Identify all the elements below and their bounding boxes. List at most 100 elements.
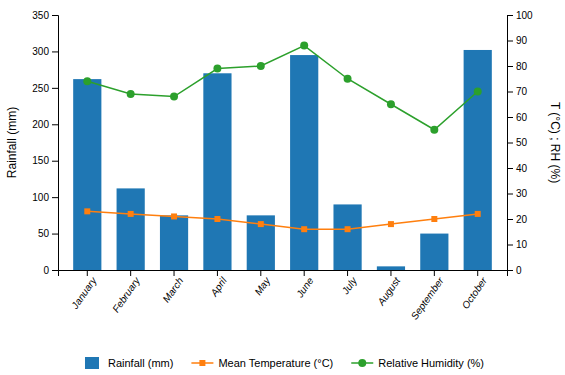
marker: [84, 208, 90, 214]
legend-label: Mean Temperature (°C): [218, 357, 333, 369]
tick-label: 150: [32, 155, 49, 166]
tick-label: 70: [516, 86, 528, 97]
tick: June: [294, 270, 316, 300]
bar: [160, 215, 188, 270]
tick: April: [208, 270, 230, 299]
tick-mark: [390, 270, 391, 276]
legend-item: Relative Humidity (%): [351, 357, 484, 369]
marker: [431, 216, 437, 222]
tick: 0: [507, 265, 522, 276]
axis-line: [52, 16, 59, 271]
tick-mark: [507, 245, 513, 246]
tick-mark: [507, 66, 513, 67]
tick-label: September: [409, 275, 446, 322]
marker: [300, 42, 308, 50]
marker: [388, 221, 394, 227]
y2-axis: 0 10 20 30 40 50 60 70 80 90 100: [507, 10, 533, 276]
tick-label: 200: [32, 119, 49, 130]
tick-mark: [52, 270, 58, 271]
tick: 200: [32, 119, 58, 130]
tick-label: 20: [516, 214, 528, 225]
tick: September: [409, 270, 446, 322]
tick: 50: [38, 228, 58, 239]
tick: January: [69, 270, 100, 312]
tick-label: 350: [32, 10, 49, 21]
tick: 350: [32, 10, 58, 21]
tick-label: January: [69, 275, 100, 312]
marker: [387, 100, 395, 108]
tick: 150: [32, 155, 58, 166]
marker: [301, 226, 307, 232]
line: [87, 46, 477, 130]
tick-mark: [52, 161, 58, 162]
marker: [171, 213, 177, 219]
x-axis: JanuaryFebruaryMarchAprilMayJuneJulyAugu…: [59, 270, 508, 322]
tick-label: April: [208, 275, 230, 299]
marker: [474, 88, 482, 96]
legend-item: Rainfall (mm): [85, 357, 173, 369]
tick-label: July: [339, 275, 359, 298]
y2-axis-title: T (°C) ; RH (%): [548, 102, 562, 183]
tick-mark: [507, 168, 513, 169]
tick: 30: [507, 188, 528, 199]
bar: [117, 188, 145, 270]
tick-mark: [507, 41, 513, 42]
tick-mark: [52, 88, 58, 89]
bar: [290, 55, 318, 270]
bar: [377, 266, 405, 270]
tick-label: 40: [516, 163, 528, 174]
legend-marker: [199, 360, 205, 366]
marker: [475, 211, 481, 217]
tick-label: 90: [516, 35, 528, 46]
axis-line: [59, 271, 508, 277]
tick: March: [160, 270, 185, 304]
marker: [128, 211, 134, 217]
tick-label: March: [160, 275, 185, 304]
bar: [464, 50, 492, 270]
tick-mark: [347, 270, 348, 276]
plot: JanuaryFebruaryMarchAprilMayJuneJulyAugu…: [32, 10, 533, 322]
tick-mark: [174, 270, 175, 276]
tick: 20: [507, 214, 528, 225]
marker: [83, 77, 91, 85]
marks: [73, 42, 492, 270]
marker: [213, 65, 221, 73]
tick-mark: [52, 197, 58, 198]
legend: Rainfall (mm) Mean Temperature (°C) Relati…: [85, 357, 484, 369]
tick: May: [252, 270, 272, 297]
legend-label: Relative Humidity (%): [378, 357, 484, 369]
tick-label: May: [252, 275, 272, 298]
line: [87, 211, 477, 229]
bar: [333, 204, 361, 270]
tick-mark: [87, 270, 88, 276]
tick-mark: [507, 92, 513, 93]
tick: August: [375, 270, 403, 308]
tick-label: August: [375, 274, 403, 308]
legend-item: Mean Temperature (°C): [191, 357, 333, 369]
tick: 100: [507, 10, 533, 21]
tick-label: 50: [38, 228, 50, 239]
tick: 40: [507, 163, 528, 174]
marker: [257, 62, 265, 70]
tick: 300: [32, 46, 58, 57]
line-series: [83, 42, 481, 134]
tick-label: 300: [32, 46, 49, 57]
tick: 90: [507, 35, 528, 46]
tick-mark: [507, 194, 513, 195]
tick-label: 50: [516, 137, 528, 148]
tick-mark: [507, 270, 513, 271]
tick: 80: [507, 61, 528, 72]
tick-label: June: [294, 275, 316, 300]
tick-label: 60: [516, 112, 528, 123]
tick: 50: [507, 137, 528, 148]
tick-mark: [217, 270, 218, 276]
tick-label: 80: [516, 61, 528, 72]
tick-label: 10: [516, 239, 528, 250]
tick-mark: [507, 15, 513, 16]
tick: 100: [32, 192, 58, 203]
bar: [420, 234, 448, 270]
line-series: [84, 208, 480, 232]
y-axis: 050100150200250300350: [32, 10, 58, 276]
tick-mark: [507, 143, 513, 144]
y-axis-title: Rainfall (mm): [5, 107, 19, 178]
